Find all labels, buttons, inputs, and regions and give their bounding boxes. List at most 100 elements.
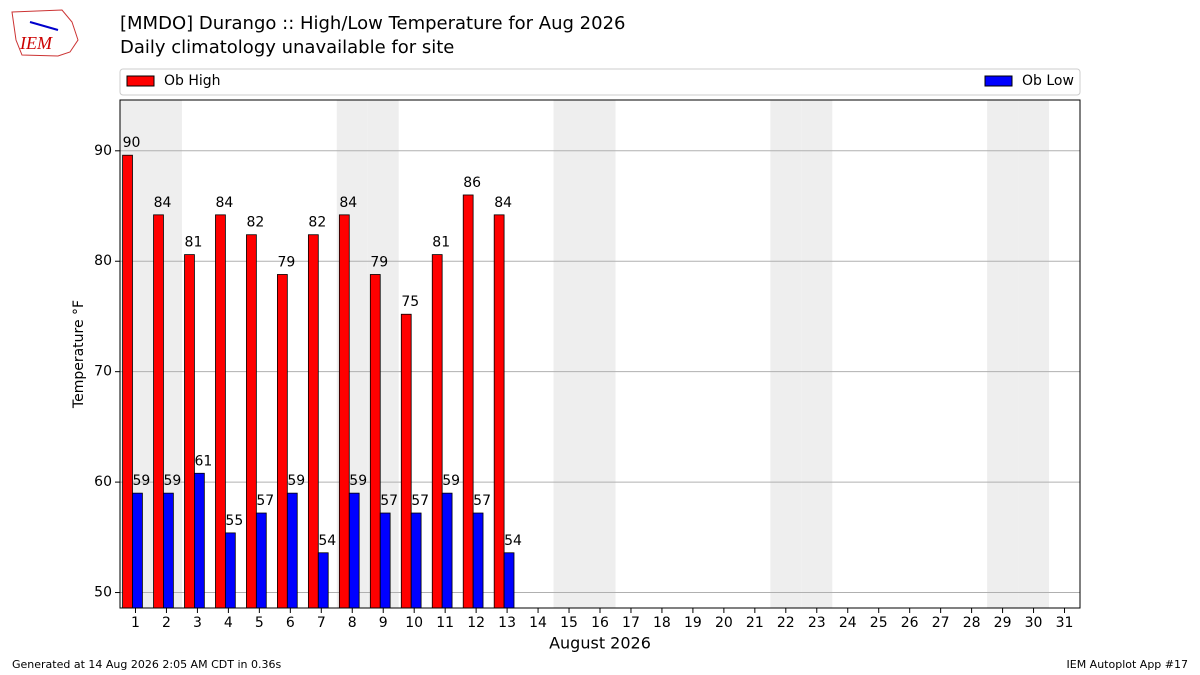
x-tick-label: 14 [529, 615, 547, 631]
bar [410, 512, 422, 609]
x-tick-label: 2 [162, 615, 171, 631]
bar [462, 194, 474, 609]
bar [441, 492, 453, 609]
footer-left: Generated at 14 Aug 2026 2:05 AM CDT in … [12, 658, 281, 671]
x-tick-label: 20 [715, 615, 733, 631]
footer-right: IEM Autoplot App #17 [1067, 658, 1189, 671]
x-tick-label: 19 [684, 615, 702, 631]
bar [379, 512, 391, 609]
x-tick-label: 3 [193, 615, 202, 631]
x-tick-label: 7 [317, 615, 326, 631]
value-label: 59 [349, 473, 367, 489]
x-tick-label: 23 [808, 615, 826, 631]
weekend-shade [553, 100, 585, 608]
bar [286, 492, 298, 609]
bar [194, 472, 205, 609]
y-tick-label: 70 [94, 364, 112, 380]
value-label: 59 [163, 473, 181, 489]
value-label: 81 [185, 235, 203, 251]
value-label: 59 [442, 473, 460, 489]
x-tick-label: 24 [839, 615, 857, 631]
x-tick-label: 12 [467, 615, 485, 631]
value-label: 81 [432, 235, 450, 251]
plot-frame [119, 99, 1081, 609]
x-tick-label: 17 [622, 615, 640, 631]
x-tick-label: 9 [379, 615, 388, 631]
bar [246, 234, 257, 609]
x-axis-label: August 2026 [549, 634, 651, 653]
value-label: 82 [308, 215, 326, 231]
chart-title: [MMDO] Durango :: High/Low Temperature f… [120, 13, 625, 34]
x-tick-label: 13 [498, 615, 516, 631]
bar [215, 214, 226, 609]
value-label: 57 [380, 493, 398, 509]
x-tick-label: 6 [286, 615, 295, 631]
bar [472, 512, 484, 609]
bar [153, 214, 164, 609]
bar [132, 492, 143, 609]
value-label: 79 [370, 254, 388, 270]
x-tick-label: 4 [224, 615, 233, 631]
bar [307, 234, 319, 609]
value-label: 57 [473, 493, 491, 509]
bar [317, 552, 329, 609]
logo: IEM [11, 9, 79, 57]
value-label: 79 [277, 254, 295, 270]
bar [122, 154, 133, 609]
x-tick-label: 30 [1025, 615, 1043, 631]
logo-mark [29, 21, 59, 31]
x-tick-label: 16 [591, 615, 609, 631]
x-tick-label: 29 [994, 615, 1012, 631]
legend-label: Ob High [164, 73, 221, 89]
value-label: 86 [463, 175, 481, 191]
weekend-shade [770, 100, 802, 608]
x-tick-label: 1 [131, 615, 140, 631]
bar [493, 214, 505, 609]
logo-outline [11, 9, 79, 57]
x-tick-label: 26 [901, 615, 919, 631]
bar [431, 254, 443, 609]
logo-text: IEM [19, 33, 53, 53]
chart-subtitle: Daily climatology unavailable for site [120, 37, 454, 58]
x-tick-label: 10 [405, 615, 423, 631]
x-tick-label: 5 [255, 615, 264, 631]
x-tick-label: 31 [1056, 615, 1074, 631]
value-label: 84 [216, 195, 234, 211]
value-label: 57 [256, 493, 274, 509]
legend-label: Ob Low [1022, 73, 1074, 89]
bar [400, 313, 412, 609]
bar [255, 512, 267, 609]
x-tick-label: 11 [436, 615, 454, 631]
legend-box [119, 68, 1081, 96]
value-label: 54 [318, 533, 336, 549]
bar [369, 274, 381, 609]
weekend-shade [1018, 100, 1050, 608]
value-label: 84 [339, 195, 357, 211]
value-label: 59 [133, 473, 151, 489]
value-label: 54 [504, 533, 522, 549]
y-tick-label: 90 [94, 143, 112, 159]
y-tick-label: 60 [94, 474, 112, 490]
bar [503, 552, 515, 609]
value-label: 55 [225, 513, 243, 529]
bar [277, 274, 288, 609]
x-tick-label: 27 [932, 615, 950, 631]
bar [348, 492, 360, 609]
x-tick-label: 18 [653, 615, 671, 631]
y-tick-label: 80 [94, 253, 112, 269]
weekend-shade [801, 100, 833, 608]
y-tick-label: 50 [94, 585, 112, 601]
bar [224, 532, 236, 609]
y-axis-label: Temperature °F [71, 300, 87, 409]
bar [338, 214, 350, 609]
value-label: 59 [287, 473, 305, 489]
legend-swatch [984, 75, 1013, 87]
x-tick-label: 8 [348, 615, 357, 631]
bar [184, 254, 195, 609]
x-tick-label: 21 [746, 615, 764, 631]
value-label: 61 [194, 453, 212, 469]
value-label: 57 [411, 493, 429, 509]
x-tick-label: 28 [963, 615, 981, 631]
